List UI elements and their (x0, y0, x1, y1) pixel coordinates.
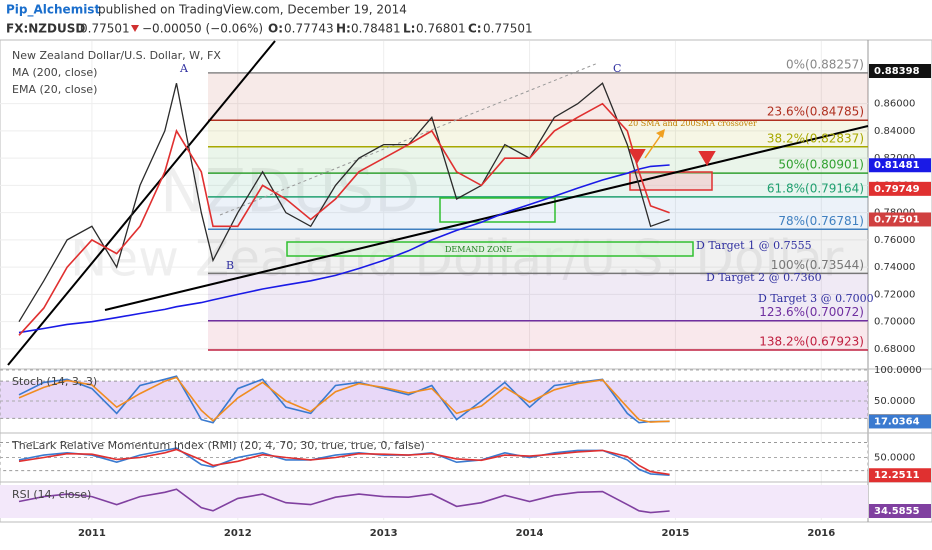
annotation: 20 SMA and 200SMA crossover (628, 119, 757, 128)
y-tick-label: 0.72000 (874, 289, 915, 300)
panel-title: New Zealand Dollar/U.S. Dollar, W, FX (12, 49, 221, 62)
panel-title: RSI (14, close) (12, 488, 91, 501)
high: 0.78481 (351, 22, 401, 36)
demand-zone (286, 241, 694, 257)
price-tag-label: 0.81481 (874, 160, 920, 171)
price-tag-label: 17.0364 (874, 416, 920, 427)
annotation: D Target 3 @ 0.7000 (758, 292, 874, 305)
price-tag (869, 468, 931, 483)
annotation: A (179, 62, 189, 75)
panel-title: Stoch (14, 3, 3) (12, 375, 97, 388)
fib-band (208, 72, 868, 121)
series-line (18, 447, 670, 476)
price-tag-label: 34.5855 (874, 506, 920, 517)
author[interactable]: Pip_Alchemist (6, 3, 100, 18)
price-tag-label: 0.88398 (874, 66, 920, 77)
price-tag (869, 181, 931, 196)
fib-label: 0%(0.88257) (786, 57, 864, 71)
fib-label: 38.2%(0.82837) (767, 131, 864, 145)
legend-entry: MA (200, close) (12, 66, 97, 79)
price-tag-label: 12.2511 (874, 470, 920, 481)
x-tick-label: 2016 (807, 528, 835, 539)
indicator-band (0, 485, 868, 518)
y-tick-label: 0.86000 (874, 99, 915, 110)
x-tick-label: 2011 (78, 528, 106, 539)
series-line (18, 488, 670, 514)
down-arrow (131, 25, 139, 32)
annotation: C (613, 62, 621, 75)
y-tick-label: 50.0000 (874, 453, 915, 464)
price-tag-label: 0.79749 (874, 184, 920, 195)
published: published on TradingView.com, December 1… (98, 3, 407, 17)
x-tick-label: 2012 (224, 528, 252, 539)
fib-band (208, 320, 868, 350)
x-tick-label: 2015 (662, 528, 690, 539)
price-tag-label: 0.77501 (874, 214, 920, 225)
annotation: D Target 1 @ 0.7555 (696, 239, 812, 252)
arrow-up (644, 131, 664, 159)
y-tick-label: 0.70000 (874, 317, 915, 328)
data-layer: 2011 2012 2013 2014 2015 2016 0.68000 0.70000 0.… (11, 49, 931, 539)
trendline (104, 125, 869, 311)
series-line (18, 448, 670, 476)
fib-band (208, 120, 868, 147)
resistance-box (629, 171, 713, 191)
fib-label: 61.8%(0.79164) (767, 181, 864, 195)
open-label: O: (268, 22, 283, 36)
fib-label: 78%(0.76781) (778, 214, 864, 228)
change: −0.00050 (−0.06%) (142, 22, 263, 36)
frame (0, 39, 932, 523)
panel-title: TheLark Relative Momentum Index (RMI) (2… (11, 439, 425, 452)
y-tick-label: 0.74000 (874, 262, 915, 273)
series-line (18, 82, 670, 323)
series-line (18, 102, 670, 336)
drawings: A B C DEMAND ZONE D Target 1 @ 0.7555 D … (7, 40, 874, 366)
open: 0.77743 (284, 22, 334, 36)
close-label: C: (468, 22, 482, 36)
zone-box (439, 197, 556, 223)
arrow-head (656, 129, 665, 138)
y-tick-label: 0.68000 (874, 344, 915, 355)
fib-label: 100%(0.73544) (771, 258, 864, 272)
close: 0.77501 (483, 22, 533, 36)
last: 0.77501 (80, 22, 130, 36)
fib-band (208, 146, 868, 174)
low: 0.76801 (416, 22, 466, 36)
fib-label: 123.6%(0.70072) (759, 305, 864, 319)
fib-layer (0, 41, 932, 520)
price-tag (869, 504, 931, 519)
price-tag (869, 414, 931, 429)
fib-label: 50%(0.80901) (778, 158, 864, 172)
high-label: H: (336, 22, 351, 36)
series-line (18, 164, 670, 334)
y-tick-label: 50.0000 (874, 396, 915, 407)
symbol: FX:NZDUSD (6, 22, 85, 36)
watermark: New Zealand Dollar/U.S. Dollar (70, 230, 844, 288)
fib-label: 138.2%(0.67923) (759, 334, 864, 348)
y-tick-label: 100.0000 (874, 365, 922, 376)
price-tag (869, 212, 931, 227)
annotation: D Target 2 @ 0.7360 (706, 271, 822, 284)
x-tick-label: 2014 (516, 528, 544, 539)
legend-entry: EMA (20, close) (12, 83, 97, 96)
fib-band (208, 273, 868, 321)
series-line (18, 376, 670, 423)
series-line (18, 375, 670, 424)
fib-trend-line (219, 62, 599, 216)
low-label: L: (403, 22, 415, 36)
fib-label: 23.6%(0.84785) (767, 105, 864, 119)
arrow-down (698, 151, 716, 166)
trendline (7, 40, 276, 366)
x-tick-label: 2013 (370, 528, 398, 539)
y-tick-label: 0.84000 (874, 126, 915, 137)
price-tag (869, 64, 931, 79)
y-tick-label: 0.76000 (874, 235, 915, 246)
price-tag (869, 158, 931, 173)
annotation: B (226, 259, 234, 272)
annotation: DEMAND ZONE (445, 245, 512, 254)
header: Pip_Alchemist published on TradingView.c… (6, 3, 533, 36)
